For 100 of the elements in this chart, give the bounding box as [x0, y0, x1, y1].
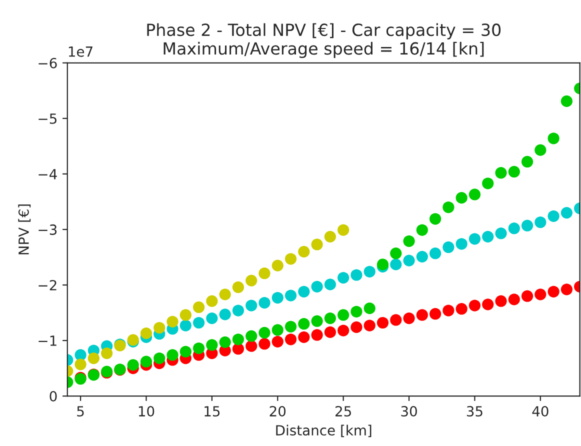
- point: [534, 144, 546, 156]
- point: [521, 220, 534, 232]
- x-tick-label: 15: [204, 406, 220, 417]
- point: [232, 281, 244, 294]
- point: [140, 327, 152, 340]
- point: [508, 294, 520, 306]
- point: [272, 324, 284, 336]
- point: [482, 298, 494, 310]
- point: [101, 347, 113, 360]
- point: [350, 306, 362, 318]
- point: [338, 224, 350, 236]
- point: [468, 300, 481, 312]
- point: [338, 324, 350, 336]
- y-axis-title: NPV [€]: [18, 204, 31, 254]
- point: [560, 95, 573, 108]
- point: [468, 188, 481, 200]
- point: [429, 308, 442, 320]
- point: [219, 336, 231, 348]
- y-tick-label: −1: [38, 336, 56, 346]
- point: [364, 266, 376, 278]
- point: [311, 238, 323, 250]
- x-axis-title: Distance [km]: [276, 424, 372, 438]
- point: [495, 167, 507, 179]
- point: [350, 269, 362, 281]
- point: [284, 253, 297, 265]
- point: [324, 326, 336, 338]
- point: [468, 233, 481, 245]
- point: [416, 250, 428, 262]
- point: [534, 288, 546, 300]
- point: [246, 330, 258, 342]
- point: [403, 312, 415, 324]
- point: [258, 338, 270, 350]
- point: [284, 320, 297, 332]
- point: [482, 230, 494, 242]
- point: [482, 178, 494, 190]
- point: [376, 316, 389, 329]
- point: [284, 290, 297, 302]
- point: [442, 304, 454, 316]
- point: [311, 329, 323, 341]
- point: [548, 210, 560, 222]
- point: [246, 300, 258, 312]
- point: [324, 312, 336, 324]
- point: [206, 295, 218, 307]
- point: [298, 318, 310, 330]
- point: [521, 156, 534, 168]
- point: [258, 326, 270, 339]
- point: [560, 207, 573, 219]
- point: [521, 290, 534, 302]
- point: [429, 213, 442, 225]
- point: [88, 352, 100, 364]
- y-tick-label: −4: [38, 169, 57, 180]
- point: [192, 342, 205, 354]
- point: [442, 201, 454, 214]
- point: [560, 284, 573, 296]
- point: [180, 320, 192, 332]
- point: [364, 302, 376, 314]
- point: [140, 356, 152, 368]
- point: [338, 272, 350, 284]
- point: [403, 235, 415, 247]
- point: [272, 292, 284, 304]
- point: [180, 309, 192, 321]
- point: [324, 278, 336, 290]
- point: [534, 216, 546, 228]
- y-tick-label: −3: [38, 224, 57, 235]
- point: [258, 268, 270, 280]
- point: [364, 320, 376, 332]
- point: [219, 288, 231, 300]
- point: [311, 315, 323, 327]
- point: [232, 304, 244, 316]
- point: [127, 359, 139, 371]
- x-tick-label: 25: [336, 406, 351, 417]
- point: [495, 228, 507, 240]
- y-tick-label: −2: [38, 280, 56, 290]
- point: [390, 258, 402, 270]
- point: [232, 334, 244, 346]
- point: [192, 316, 205, 329]
- point: [166, 349, 178, 361]
- point: [442, 241, 454, 254]
- point: [284, 334, 297, 346]
- point: [311, 280, 323, 292]
- point: [548, 286, 560, 298]
- point: [298, 286, 310, 298]
- chart-title: Phase 2 - Total NPV [€] - Car capacity = 30: [147, 23, 501, 40]
- point: [192, 301, 205, 314]
- point: [166, 316, 178, 328]
- x-tick-label: 30: [401, 406, 417, 417]
- point: [338, 309, 350, 321]
- point: [246, 340, 258, 352]
- x-tick-label: 10: [138, 406, 154, 417]
- x-tick-label: 5: [77, 406, 84, 417]
- point: [456, 192, 468, 204]
- point: [390, 248, 402, 260]
- y-tick-label: −5: [38, 114, 56, 124]
- y-tick-label: −6: [38, 58, 57, 68]
- point: [206, 312, 218, 324]
- text: 1e7: [68, 46, 92, 57]
- point: [456, 238, 468, 250]
- point: [246, 274, 258, 286]
- point: [403, 254, 415, 266]
- point: [272, 260, 284, 272]
